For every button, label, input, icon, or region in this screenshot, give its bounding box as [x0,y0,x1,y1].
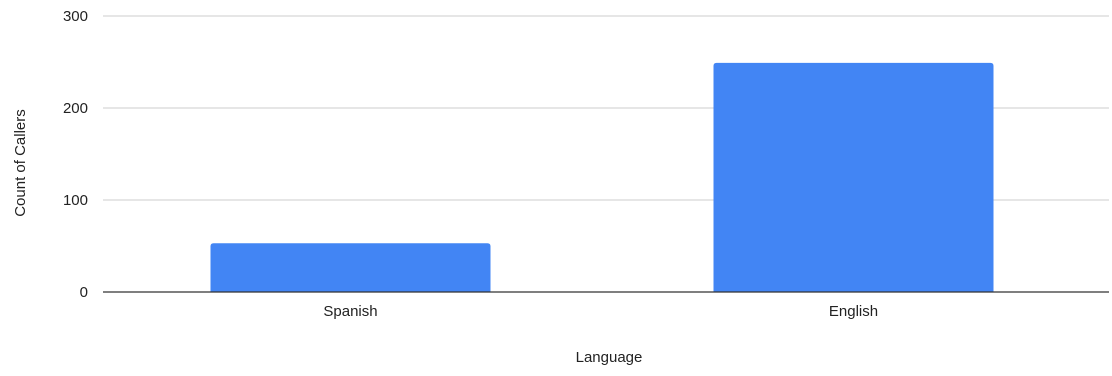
x-tick-label: Spanish [323,303,377,320]
y-tick-labels: 0 100 200 300 [63,8,88,301]
x-axis-label: Language [576,349,643,366]
bar-english [713,62,994,292]
x-tick-label: English [829,303,878,320]
y-tick-label: 300 [63,8,88,25]
y-tick-label: 200 [63,100,88,117]
bar-spanish [210,243,491,292]
y-axis-label: Count of Callers [12,109,29,217]
y-tick-label: 0 [80,284,88,301]
x-tick-labels: Spanish English [323,303,878,320]
y-tick-label: 100 [63,192,88,209]
bars [210,62,994,292]
